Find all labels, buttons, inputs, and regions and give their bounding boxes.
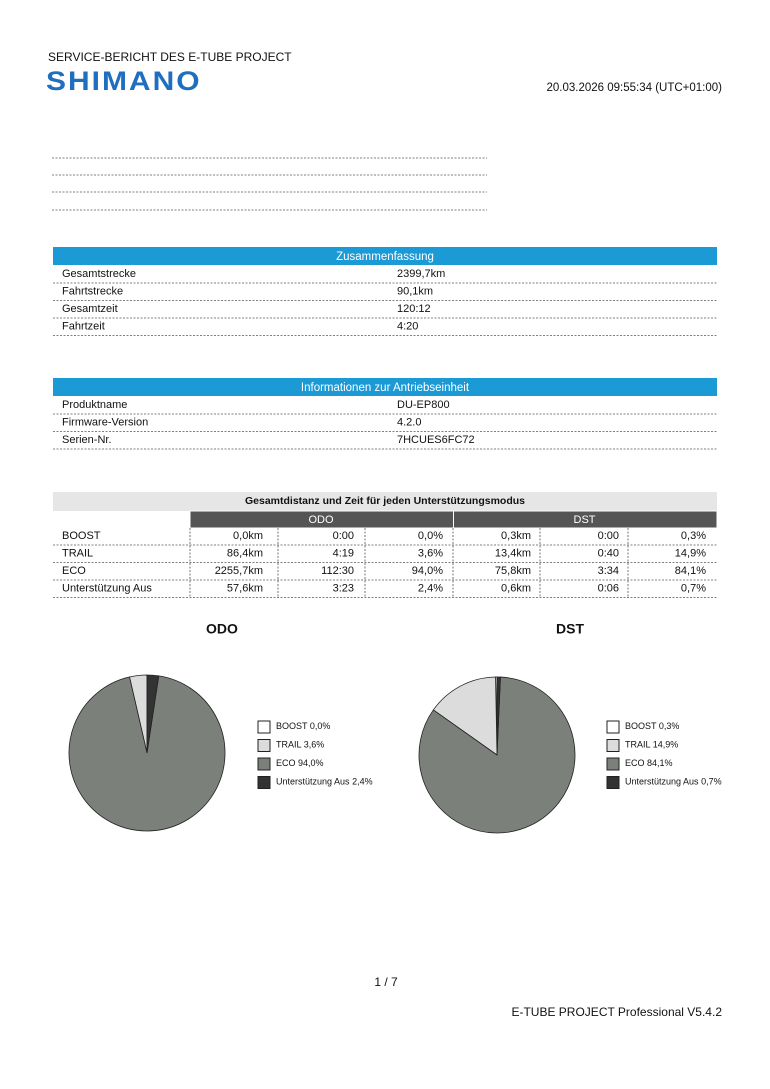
cell: 0,6km	[501, 582, 531, 594]
cell: 14,9%	[675, 547, 706, 559]
cell: 2255,7km	[215, 565, 263, 577]
cell: 0:00	[598, 530, 619, 542]
legend-value: 14,9%	[653, 740, 679, 750]
row-value: 4.2.0	[397, 416, 421, 428]
legend-label: Unterstützung Aus 0,7%	[625, 777, 722, 787]
cell: 0:00	[333, 530, 354, 542]
row-value: 120:12	[397, 303, 431, 315]
row-label: Gesamtzeit	[62, 303, 118, 315]
brand-logo: SHIMANO	[46, 66, 202, 96]
group-title: DST	[574, 514, 596, 526]
legend-swatch	[606, 739, 620, 752]
table-title: Informationen zur Antriebseinheit	[301, 382, 470, 394]
blank-lines	[52, 157, 487, 211]
legend-category: TRAIL	[276, 740, 302, 750]
cell: 75,8km	[495, 565, 531, 577]
cell: 86,4km	[227, 547, 263, 559]
report-title: SERVICE-BERICHT DES E-TUBE PROJECT	[48, 50, 292, 64]
cell: 84,1%	[675, 565, 706, 577]
chart-title: DST	[556, 621, 584, 637]
group-header	[453, 510, 718, 529]
cell: 2,4%	[418, 582, 443, 594]
timestamp: 20.03.2026 09:55:34 (UTC+01:00)	[547, 82, 723, 94]
cell: 0:06	[598, 582, 619, 594]
row-label: Serien-Nr.	[62, 434, 112, 446]
row-label: Gesamtstrecke	[62, 268, 136, 280]
legend-value: 0,0%	[310, 721, 331, 731]
cell: 57,6km	[227, 582, 263, 594]
legend-swatch	[257, 720, 271, 734]
legend-value: 2,4%	[352, 777, 373, 787]
table-title: Gesamtdistanz und Zeit für jeden Unterst…	[245, 495, 525, 507]
legend-swatch	[257, 757, 271, 771]
cell: 0:40	[598, 547, 619, 559]
pie-slice	[68, 675, 226, 832]
cell: 4:19	[333, 547, 354, 559]
cell: 112:30	[321, 565, 354, 577]
cell: 3:23	[333, 582, 354, 594]
legend-category: ECO	[276, 758, 296, 768]
row-value: 2399,7km	[397, 268, 445, 280]
legend-label: BOOST 0,3%	[625, 721, 679, 731]
legend-category: TRAIL	[625, 740, 651, 750]
legend-category: BOOST	[625, 721, 657, 731]
legend-label: BOOST 0,0%	[276, 721, 330, 731]
version: E-TUBE PROJECT Professional V5.4.2	[511, 1005, 722, 1019]
table-title: Zusammenfassung	[336, 251, 434, 263]
legend-swatch	[606, 776, 620, 789]
cell: 0,0km	[233, 530, 263, 542]
legend-label: TRAIL 14,9%	[625, 740, 678, 750]
legend-label: ECO 84,1%	[625, 758, 673, 768]
table-header	[53, 247, 717, 265]
row-label: TRAIL	[62, 547, 93, 559]
row-value: 7HCUES6FC72	[397, 434, 475, 446]
legend-value: 0,7%	[701, 777, 722, 787]
table-header	[53, 378, 717, 396]
cell: 0,3%	[681, 530, 706, 542]
cell: 3,6%	[418, 547, 443, 559]
legend-category: BOOST	[276, 721, 308, 731]
legend-value: 94,0%	[298, 758, 324, 768]
legend-swatch	[606, 720, 620, 734]
page-number: 1 / 7	[374, 975, 398, 989]
row-label: Firmware-Version	[62, 416, 148, 428]
pie-slice	[496, 676, 501, 756]
row-label: BOOST	[62, 530, 101, 542]
row-label: ECO	[62, 565, 86, 577]
group-title: ODO	[308, 514, 334, 526]
legend-label: ECO 94,0%	[276, 758, 324, 768]
table-header	[53, 492, 717, 511]
row-value: 90,1km	[397, 285, 433, 297]
row-label: Fahrtstrecke	[62, 285, 123, 297]
cell: 13,4km	[495, 547, 531, 559]
row-value: DU-EP800	[397, 399, 450, 411]
row-label: Fahrtzeit	[62, 320, 105, 332]
cell: 0,0%	[418, 530, 443, 542]
chart-title: ODO	[206, 621, 238, 637]
legend-label: Unterstützung Aus 2,4%	[276, 777, 373, 787]
row-value: 4:20	[397, 320, 418, 332]
legend-value: 3,6%	[304, 740, 325, 750]
legend-value: 0,3%	[659, 721, 680, 731]
cell: 0,7%	[681, 582, 706, 594]
legend-value: 84,1%	[647, 758, 673, 768]
legend-label: TRAIL 3,6%	[276, 740, 324, 750]
pie-slice	[146, 674, 160, 754]
cell: 3:34	[598, 565, 619, 577]
cell: 94,0%	[412, 565, 443, 577]
legend-category: Unterstützung Aus	[276, 777, 350, 787]
legend-swatch	[257, 739, 271, 752]
pie-slice	[432, 676, 498, 756]
row-label: Unterstützung Aus	[62, 582, 152, 594]
legend-swatch	[257, 776, 271, 789]
legend-swatch	[606, 757, 620, 771]
legend-category: Unterstützung Aus	[625, 777, 699, 787]
pie-slice	[418, 676, 576, 834]
cell: 0,3km	[501, 530, 531, 542]
row-label: Produktname	[62, 399, 127, 411]
legend-category: ECO	[625, 758, 645, 768]
